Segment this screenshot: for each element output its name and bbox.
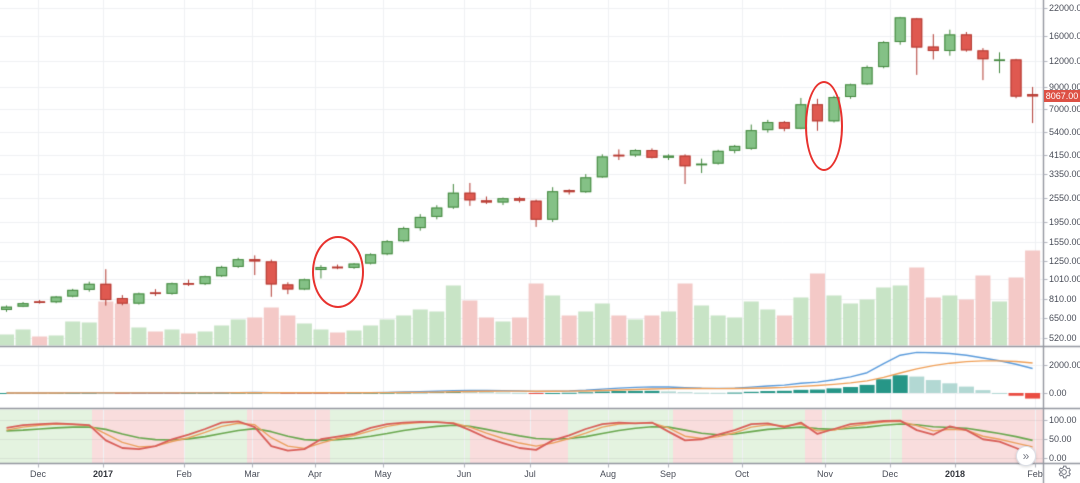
price-axis-label: 1550.00 <box>1049 236 1080 247</box>
price-axis-label: 1950.00 <box>1049 216 1080 227</box>
price-axis-label: 3350.00 <box>1049 168 1080 179</box>
macd-axis-label: 0.00 <box>1049 388 1067 398</box>
time-axis-label: Oct <box>734 469 750 479</box>
time-axis-label: Sep <box>659 469 677 479</box>
time-axis-label: Jun <box>456 469 472 479</box>
time-axis-label: Jul <box>524 469 536 479</box>
price-axis-label: 520.00 <box>1049 332 1077 343</box>
stoch-axis-label: 100.00 <box>1049 414 1077 425</box>
stoch-axis-label: 0.00 <box>1049 452 1067 463</box>
scroll-right-button[interactable]: » <box>1016 446 1036 466</box>
price-axis-label: 4150.00 <box>1049 149 1080 160</box>
time-axis-label: Mar <box>244 469 260 479</box>
annotation-ellipse-2 <box>805 81 843 171</box>
time-axis-label: Apr <box>307 469 323 479</box>
price-axis-label: 1010.00 <box>1049 274 1080 285</box>
macd-axis-label: 2000.00 <box>1049 360 1080 370</box>
price-axis-label: 12000.00 <box>1049 56 1080 67</box>
last-price-badge: 8067.00 <box>1044 90 1080 103</box>
time-axis-label: Nov <box>816 469 834 479</box>
price-axis-label: 9000.00 <box>1049 81 1080 92</box>
time-axis-label: May <box>374 469 392 479</box>
price-axis-label: 16000.00 <box>1049 31 1080 42</box>
stoch-axis-label: 50.00 <box>1049 433 1072 444</box>
time-axis-label: 2018 <box>944 469 966 479</box>
price-axis-label: 7000.00 <box>1049 103 1080 114</box>
time-axis-label: Feb <box>1027 469 1043 479</box>
price-axis-label: 22000.00 <box>1049 2 1080 13</box>
annotation-ellipse-1 <box>312 236 364 308</box>
time-axis-label: Dec <box>881 469 899 479</box>
time-axis-label: Dec <box>29 469 47 479</box>
time-axis-label: 2017 <box>92 469 114 479</box>
time-axis-label: Feb <box>176 469 192 479</box>
price-axis-label: 810.00 <box>1049 293 1077 304</box>
time-axis-label: Aug <box>599 469 617 479</box>
price-axis-label: 1250.00 <box>1049 255 1080 266</box>
gear-icon <box>1057 465 1071 482</box>
price-axis-label: 2550.00 <box>1049 192 1080 203</box>
chevron-double-right-icon: » <box>1022 449 1030 463</box>
settings-gear-button[interactable] <box>1056 465 1071 480</box>
price-axis-label: 650.00 <box>1049 313 1077 324</box>
price-axis-label: 5400.00 <box>1049 126 1080 137</box>
